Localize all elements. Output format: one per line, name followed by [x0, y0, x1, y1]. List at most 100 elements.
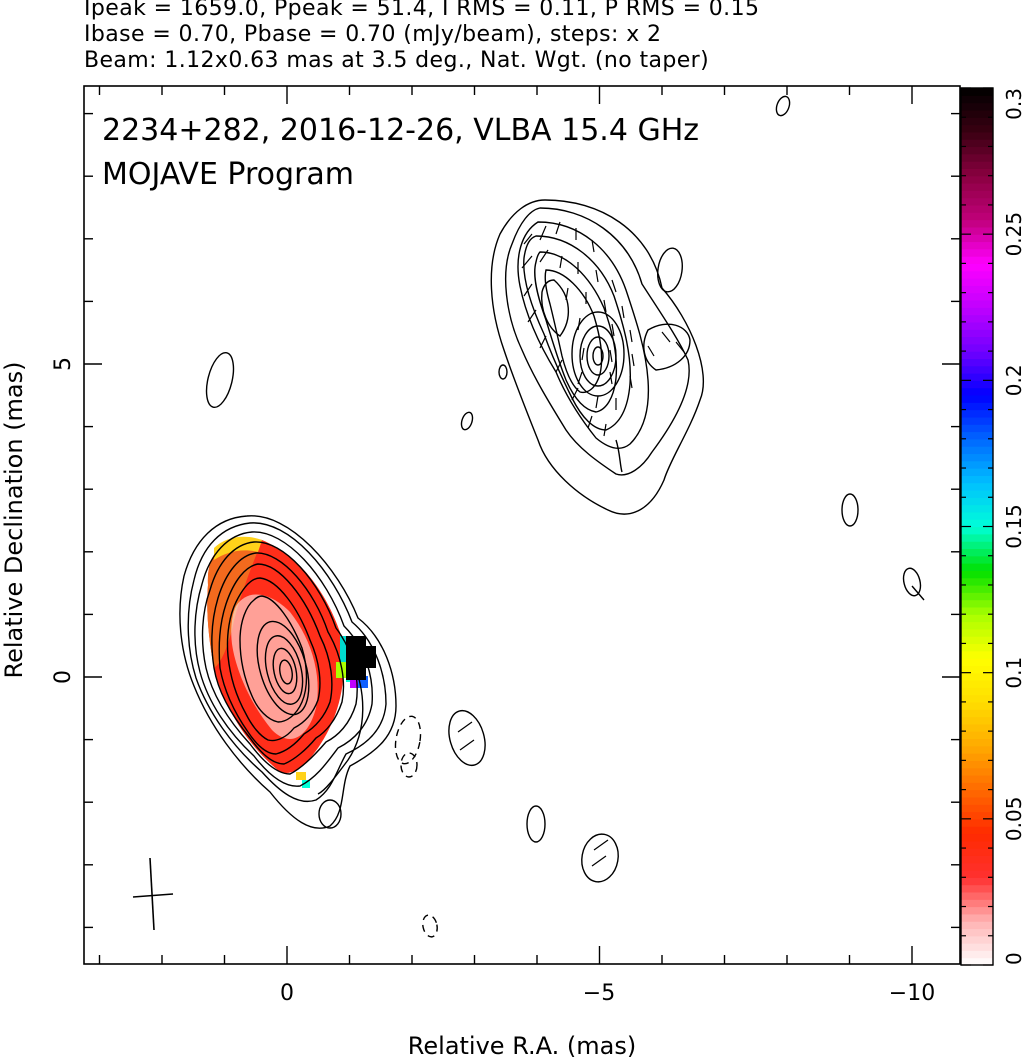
y-axis-title: Relative Declination (mas) — [0, 361, 28, 678]
colorbar-band — [961, 548, 993, 557]
colorbar-band — [961, 818, 993, 827]
colorbar-band — [961, 840, 993, 849]
colorbar — [961, 88, 993, 966]
colorbar-band — [961, 117, 993, 126]
colorbar-band — [961, 219, 993, 228]
colorbar-band — [961, 489, 993, 498]
colorbar-band — [961, 197, 993, 206]
colorbar-band — [961, 270, 993, 279]
colorbar-band — [961, 468, 993, 476]
colorbar-band — [961, 511, 993, 520]
colorbar-band — [961, 899, 993, 908]
colorbar-band — [961, 278, 993, 286]
colorbar-band — [961, 709, 993, 718]
colorbar-band — [961, 950, 993, 959]
colorbar-band — [961, 921, 993, 930]
colorbar-band — [961, 606, 993, 615]
colorbar-band — [961, 577, 993, 586]
colorbar-band — [961, 731, 993, 740]
colorbar-band — [961, 533, 993, 542]
colorbar-tick-label: 0.1 — [1002, 657, 1022, 689]
colorbar-band — [961, 351, 993, 360]
beam-marker — [132, 857, 174, 931]
colorbar-tick-labels: 0 0.05 0.1 0.15 0.2 0.25 0.3 — [1002, 88, 1022, 965]
colorbar-tick-label: 0.3 — [1002, 88, 1022, 120]
colorbar-band — [961, 131, 993, 140]
colorbar-band — [961, 687, 993, 696]
colorbar-band — [961, 679, 993, 688]
colorbar-band — [961, 387, 993, 396]
colorbar-band — [961, 753, 993, 761]
colorbar-band — [961, 811, 993, 820]
colorbar-band — [961, 869, 993, 878]
colorbar-band — [961, 913, 993, 922]
colorbar-band — [961, 285, 993, 294]
colorbar-band — [961, 833, 993, 842]
colorbar-band — [961, 183, 993, 191]
colorbar-band — [961, 643, 993, 652]
colorbar-band — [961, 738, 993, 747]
polarization-vectors — [457, 221, 685, 867]
colorbar-ticks — [961, 87, 993, 966]
colorbar-band — [961, 460, 993, 469]
colorbar-band — [961, 782, 993, 791]
isolated-contours — [205, 95, 925, 883]
colorbar-band — [961, 292, 993, 301]
colorbar-band — [961, 723, 993, 732]
chart-subtitle: MOJAVE Program — [102, 157, 354, 192]
header-line-1: Ipeak = 1659.0, Ppeak = 51.4, I RMS = 0.… — [84, 0, 760, 21]
colorbar-band — [961, 241, 993, 250]
colorbar-tick-label: 0.25 — [1002, 212, 1022, 257]
colorbar-band — [961, 862, 993, 871]
colorbar-band — [961, 365, 993, 374]
colorbar-band — [961, 321, 993, 330]
colorbar-band — [961, 329, 993, 338]
colorbar-band — [961, 109, 993, 118]
colorbar-band — [961, 175, 993, 184]
y-tick-label-5: 5 — [51, 357, 76, 371]
colorbar-band — [961, 672, 993, 681]
colorbar-tick-label: 0 — [1002, 952, 1022, 965]
colorbar-band — [961, 314, 993, 323]
colorbar-band — [961, 226, 993, 235]
polarization-fill — [207, 536, 376, 788]
colorbar-band — [961, 928, 993, 937]
x-axis-ticks — [98, 86, 913, 964]
colorbar-band — [961, 658, 993, 666]
colorbar-tick-label: 0.2 — [1002, 364, 1022, 396]
colorbar-band — [961, 336, 993, 345]
colorbar-band — [961, 307, 993, 316]
colorbar-band — [961, 358, 993, 367]
colorbar-band — [961, 124, 993, 133]
colorbar-band — [961, 204, 993, 213]
colorbar-band — [961, 621, 993, 630]
colorbar-band — [961, 409, 993, 418]
colorbar-band — [961, 482, 993, 491]
x-tick-label-0: 0 — [280, 981, 294, 1006]
colorbar-band — [961, 88, 993, 96]
core-contours — [179, 515, 397, 829]
jet-contours — [490, 199, 704, 515]
colorbar-band — [961, 628, 993, 637]
colorbar-band — [961, 906, 993, 915]
colorbar-band — [961, 161, 993, 169]
colorbar-band — [961, 146, 993, 155]
colorbar-band — [961, 891, 993, 900]
colorbar-band — [961, 555, 993, 564]
colorbar-band — [961, 256, 993, 264]
y-tick-label-0: 0 — [51, 670, 76, 684]
colorbar-band — [961, 760, 993, 769]
colorbar-band — [961, 153, 993, 162]
header-line-3: Beam: 1.12x0.63 mas at 3.5 deg., Nat. Wg… — [84, 48, 710, 73]
colorbar-band — [961, 373, 993, 381]
colorbar-band — [961, 343, 993, 352]
colorbar-band — [961, 796, 993, 805]
colorbar-band — [961, 592, 993, 601]
colorbar-band — [961, 957, 993, 966]
colorbar-band — [961, 694, 993, 703]
colorbar-band — [961, 614, 993, 623]
colorbar-band — [961, 446, 993, 455]
colorbar-band — [961, 570, 993, 579]
colorbar-band — [961, 431, 993, 440]
